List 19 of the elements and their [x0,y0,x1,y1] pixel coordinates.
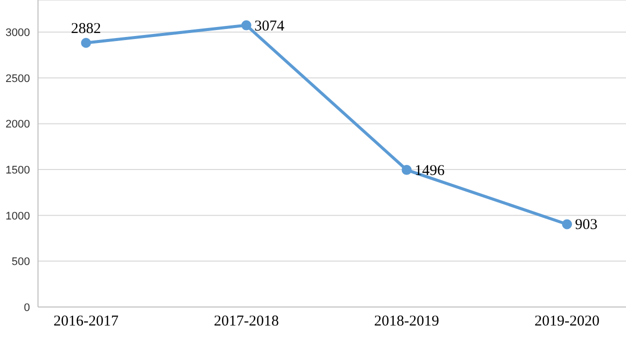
point [241,20,252,30]
y-tick-label: 2500 [6,72,30,85]
data-label: 1496 [414,162,446,179]
point [562,219,572,230]
x-tick-label: 2017-2018 [214,314,279,330]
y-tick-label: 1500 [6,164,30,176]
y-tick-label: 0 [24,302,30,314]
x-tick-label: 2018-2019 [374,314,440,330]
y-tick-label: 3000 [6,26,30,39]
point [402,164,412,175]
data-label: 903 [575,217,598,234]
y-tick-label: 1000 [6,210,30,222]
x-tick-label: 2016-2017 [54,314,119,330]
data-label: 3074 [254,18,285,34]
point [81,38,91,48]
y-tick-label: 2000 [6,118,30,131]
y-tick-label: 500 [12,256,30,268]
x-tick-label: 2019-2020 [534,314,600,330]
data-label: 2882 [71,20,101,37]
